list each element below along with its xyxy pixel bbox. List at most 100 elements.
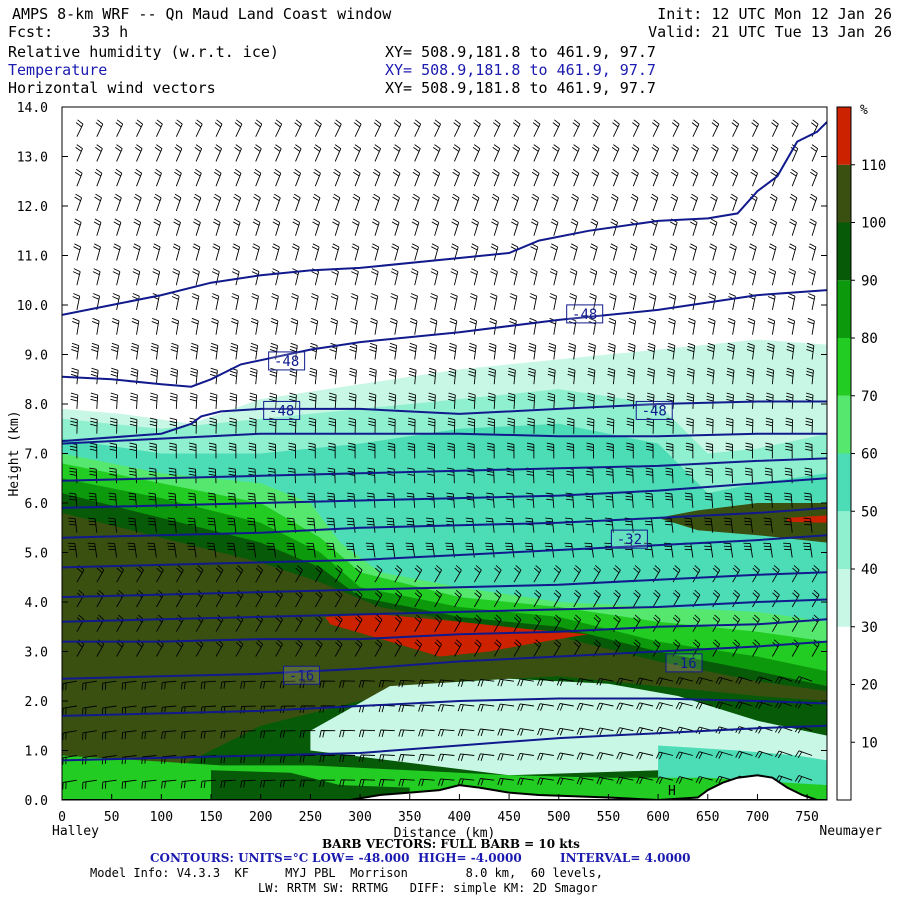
wind-barb-745: [529, 293, 538, 310]
wind-barb-26: [576, 777, 594, 785]
wind-barb-585: [368, 392, 377, 409]
wind-barb-711: [608, 317, 617, 335]
wind-barb-880: [193, 193, 202, 212]
wind-barb-962: [313, 144, 322, 162]
x-tick-label-9: 450: [497, 810, 520, 825]
wind-barb-314: [275, 565, 283, 583]
wind-barb-580: [269, 392, 277, 409]
wind-barb-531: [805, 442, 813, 459]
colorbar-label-0: 10: [861, 735, 878, 751]
wind-barb-222: [712, 639, 721, 657]
x-tick-label-0: 0: [58, 810, 66, 825]
wind-barb-256: [632, 614, 641, 632]
wind-barb-858: [510, 218, 519, 236]
wind-barb-950: [75, 144, 83, 162]
colorbar-segment-0: [837, 742, 851, 800]
wind-barb-955: [174, 144, 183, 162]
wind-barb-682: [786, 342, 795, 360]
wind-barb-886: [312, 193, 321, 212]
wind-barb-204: [354, 639, 363, 657]
wind-barb-875: [94, 193, 102, 212]
wind-barb-377: [763, 542, 773, 558]
wind-barb-996: [234, 119, 243, 137]
wind-barb-75: [794, 750, 813, 759]
wind-barb-285: [454, 589, 462, 608]
wind-barb-1016: [632, 119, 640, 137]
wind-barb-987: [810, 144, 819, 162]
wind-barb-471: [367, 467, 376, 484]
wind-barb-144: [655, 702, 674, 710]
wind-barb-689: [171, 317, 180, 335]
wind-barb-912: [74, 168, 83, 187]
wind-barb-253: [573, 614, 582, 632]
x-tick-label-2: 100: [150, 810, 173, 825]
wind-barb-896: [511, 193, 520, 212]
wind-barb-621: [329, 367, 338, 385]
wind-barb-927: [372, 168, 381, 187]
wind-barb-553: [487, 417, 496, 434]
wind-barb-517: [526, 442, 535, 459]
wind-barb-343: [87, 542, 98, 558]
wind-barb-922: [273, 168, 282, 187]
wind-barb-394: [346, 517, 356, 533]
wind-barb-966: [393, 144, 401, 162]
wind-barb-167: [358, 680, 376, 688]
wind-barb-954: [154, 144, 163, 162]
wind-barb-436: [426, 492, 436, 508]
wind-barb-321: [414, 565, 423, 583]
wind-barb-629: [488, 367, 496, 385]
wind-barb-345: [127, 542, 137, 558]
wind-barb-361: [445, 542, 455, 558]
wind-barb-588: [428, 392, 436, 409]
wind-barb-546: [348, 417, 356, 434]
wind-barb-132: [418, 704, 435, 712]
wind-barb-539: [209, 417, 217, 434]
wind-barb-537: [169, 417, 178, 434]
wind-barb-286: [473, 589, 482, 608]
wind-barb-737: [370, 293, 379, 310]
wind-barb-114: [62, 705, 77, 716]
wind-barb-325: [493, 565, 502, 583]
wind-barb-526: [705, 442, 714, 459]
wind-barb-759: [807, 293, 816, 310]
wind-barb-498: [149, 442, 157, 459]
wind-barb-920: [233, 168, 242, 187]
wind-barb-915: [134, 168, 143, 187]
wind-barb-958: [234, 144, 242, 162]
wind-barb-849: [332, 218, 340, 236]
wind-barb-581: [289, 392, 297, 409]
wind-barb-483: [605, 467, 614, 484]
wind-barb-800: [113, 243, 121, 261]
wind-barb-148: [735, 701, 753, 710]
wind-barb-550: [427, 417, 436, 434]
wind-barb-475: [446, 467, 455, 484]
wind-barb-923: [293, 168, 302, 187]
wind-barb-724: [112, 293, 120, 310]
rh-region-13: [658, 503, 827, 543]
wind-barb-728: [191, 293, 200, 310]
wind-barb-694: [270, 317, 279, 335]
wind-barb-519: [566, 442, 575, 459]
x-axis-label: Distance (km): [394, 826, 496, 841]
wind-barb-491: [764, 467, 773, 484]
wind-barb-538: [189, 417, 197, 434]
temperature-contour-0: [62, 724, 827, 762]
wind-barb-816: [431, 243, 439, 261]
wind-barb-280: [354, 589, 363, 608]
wind-barb-202: [314, 639, 323, 657]
wind-barb-984: [750, 144, 759, 162]
wind-barb-931: [452, 168, 461, 187]
wind-barb-569: [805, 417, 813, 434]
wind-barb-389: [247, 517, 257, 533]
wind-barb-620: [309, 367, 318, 385]
wind-barb-729: [211, 293, 220, 310]
wind-barb-1005: [413, 119, 422, 137]
wind-barb-702: [429, 317, 438, 335]
wind-barb-393: [326, 517, 336, 533]
barb-note: BARB VECTORS: FULL BARB = 10 kts: [322, 837, 580, 851]
wind-barb-776: [390, 268, 399, 286]
wind-barb-609: [90, 367, 99, 385]
wind-barb-578: [229, 392, 238, 409]
wind-barb-929: [412, 168, 421, 187]
wind-barb-283: [414, 589, 423, 608]
